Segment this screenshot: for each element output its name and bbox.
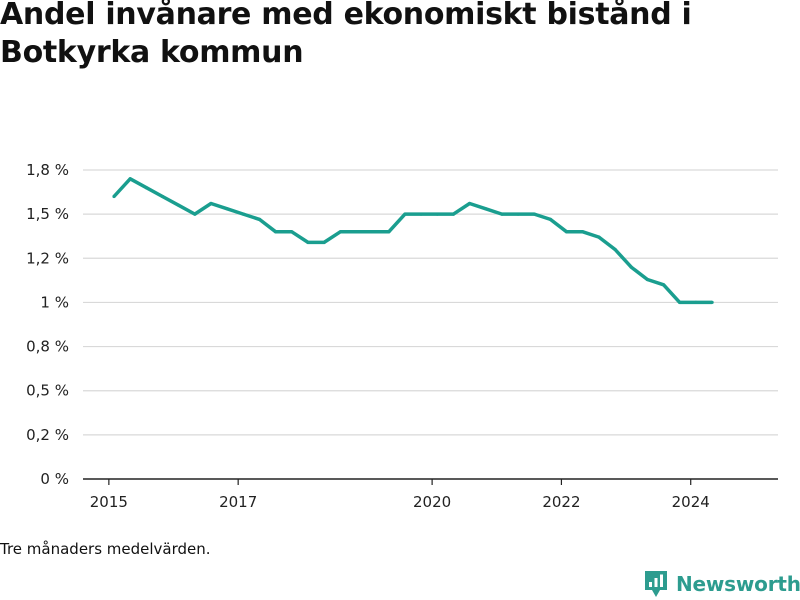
data-point (306, 240, 310, 244)
data-point (532, 212, 536, 216)
data-point (597, 235, 601, 239)
data-point (257, 217, 262, 221)
line-chart: 0 % 0,2 % 0,5 % 0,8 % 1 % 1,2 % 1,5 % 1,8 % 201… (26, 161, 778, 511)
data-point (322, 240, 326, 244)
chart-bars-icon (645, 571, 667, 597)
data-point (354, 230, 359, 234)
data-point (435, 212, 439, 216)
data-point (177, 203, 181, 207)
data-point (678, 300, 682, 304)
x-tick-label: 2015 (90, 493, 128, 511)
newsworthy-logo[interactable]: Newsworthy (643, 568, 800, 600)
data-point (451, 212, 456, 216)
series-line (112, 177, 713, 305)
y-tick-label: 1 % (40, 293, 69, 311)
data-point (484, 207, 488, 211)
footnote: Tre månaders medelvärden. (0, 540, 211, 558)
data-point (516, 212, 520, 216)
data-point (500, 212, 504, 216)
data-point (581, 230, 585, 234)
data-point (468, 201, 472, 206)
data-point (419, 212, 423, 216)
data-point (371, 230, 375, 234)
x-axis-ticks: 2015 2017 2020 2022 2024 (90, 479, 710, 511)
data-point (710, 300, 714, 304)
data-point (144, 186, 148, 190)
series-layer (112, 177, 714, 305)
data-point (225, 207, 229, 211)
y-tick-label: 1,2 % (26, 249, 69, 267)
y-tick-label: 0 % (40, 470, 69, 488)
x-tick-label: 2024 (672, 493, 710, 511)
data-point (128, 177, 132, 181)
data-point (694, 300, 698, 304)
data-point (613, 247, 617, 252)
data-point (548, 217, 553, 221)
y-tick-label: 0,5 % (26, 382, 69, 400)
x-tick-label: 2022 (542, 493, 580, 511)
data-point (160, 194, 165, 199)
chart-title: Andel invånare med ekonomiskt bistånd i … (0, 0, 692, 70)
data-point (112, 194, 116, 199)
data-point (662, 283, 666, 287)
data-point (193, 212, 197, 216)
data-point (274, 230, 278, 234)
y-tick-label: 1,5 % (26, 205, 69, 223)
brand-name: Newsworthy (676, 572, 800, 596)
data-point (403, 212, 407, 216)
y-tick-label: 1,8 % (26, 161, 69, 179)
data-point (565, 230, 569, 234)
x-tick-label: 2020 (413, 493, 451, 511)
data-point (645, 277, 650, 282)
data-point (629, 265, 633, 269)
x-tick-label: 2017 (219, 493, 257, 511)
y-axis-ticks: 0 % 0,2 % 0,5 % 0,8 % 1 % 1,2 % 1,5 % 1,8 % (26, 161, 69, 488)
data-point (241, 212, 245, 216)
y-tick-label: 0,2 % (26, 426, 69, 444)
data-point (338, 230, 342, 234)
y-tick-label: 0,8 % (26, 338, 69, 356)
data-point (209, 201, 213, 206)
data-point (290, 230, 294, 234)
data-point (387, 230, 391, 234)
